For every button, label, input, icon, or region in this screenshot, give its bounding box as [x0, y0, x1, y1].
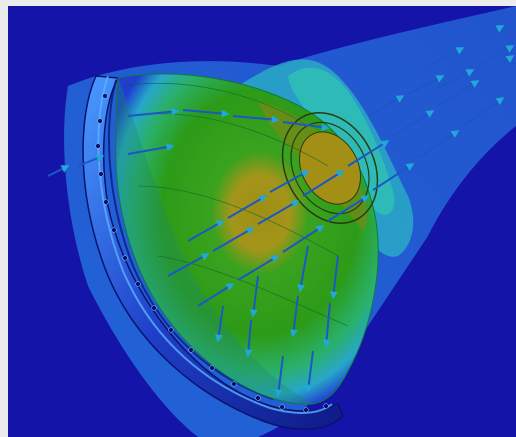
velocity-arrow — [127, 107, 180, 117]
dome-shading — [115, 78, 313, 405]
bolt-hole — [255, 395, 261, 401]
velocity-arrow — [212, 227, 255, 252]
velocity-arrow — [227, 195, 268, 219]
bolt-hole — [151, 305, 157, 311]
velocity-arrow — [327, 195, 370, 222]
bolt-hole — [102, 93, 108, 99]
velocity-arrow — [322, 302, 331, 348]
velocity-arrow — [214, 305, 224, 343]
bolt-hole — [95, 143, 101, 149]
bolt-hole — [97, 118, 103, 124]
velocity-arrow — [127, 143, 175, 155]
bolt-hole — [231, 381, 237, 387]
velocity-arrow — [329, 255, 339, 300]
velocity-arrow — [269, 170, 310, 193]
velocity-arrow — [297, 245, 309, 293]
velocity-arrow — [407, 75, 445, 95]
flange-rim — [82, 75, 344, 430]
velocity-arrow — [289, 295, 299, 338]
velocity-arrow — [282, 225, 325, 253]
bolt-hole — [98, 171, 104, 177]
velocity-arrow — [482, 55, 515, 77]
velocity-arrow — [302, 170, 345, 197]
velocity-arrow — [187, 220, 225, 242]
velocity-arrow — [77, 154, 105, 167]
bolt-hole — [303, 407, 309, 413]
velocity-arrow — [367, 95, 405, 117]
bolt-hole — [168, 327, 174, 333]
velocity-arrow — [274, 355, 284, 398]
bolt-hole — [323, 403, 329, 409]
velocity-arrow — [282, 121, 330, 132]
velocity-arrow — [417, 130, 460, 159]
bolt-hole — [188, 347, 194, 353]
velocity-arrow — [257, 200, 300, 225]
velocity-arrow — [372, 163, 415, 191]
velocity-arrow — [437, 69, 475, 89]
velocity-arrow — [347, 140, 390, 167]
bolt-hole — [103, 199, 109, 205]
velocity-arrow — [167, 253, 210, 277]
velocity-arrow — [197, 283, 235, 307]
fea-dome-render — [47, 6, 516, 437]
bolt-hole — [135, 281, 141, 287]
velocity-arrow — [392, 110, 435, 137]
velocity-arrow — [249, 275, 259, 318]
bolt-hole — [209, 365, 215, 371]
velocity-arrow — [477, 45, 515, 67]
velocity-vectors — [47, 25, 515, 398]
bolt-hole — [122, 255, 128, 261]
bolt-hole — [279, 404, 285, 410]
velocity-arrow — [47, 165, 70, 177]
velocity-arrow — [467, 25, 505, 45]
velocity-arrow — [437, 80, 480, 107]
velocity-arrow — [237, 255, 280, 281]
velocity-arrow — [244, 319, 253, 358]
flange-bolts — [95, 93, 329, 413]
velocity-arrow — [182, 109, 230, 118]
velocity-arrow — [462, 97, 505, 127]
velocity-arrow — [232, 115, 280, 124]
velocity-arrow — [427, 47, 465, 67]
simulation-viewport[interactable] — [8, 6, 516, 437]
velocity-arrow — [304, 350, 314, 393]
bolt-hole — [111, 227, 117, 233]
